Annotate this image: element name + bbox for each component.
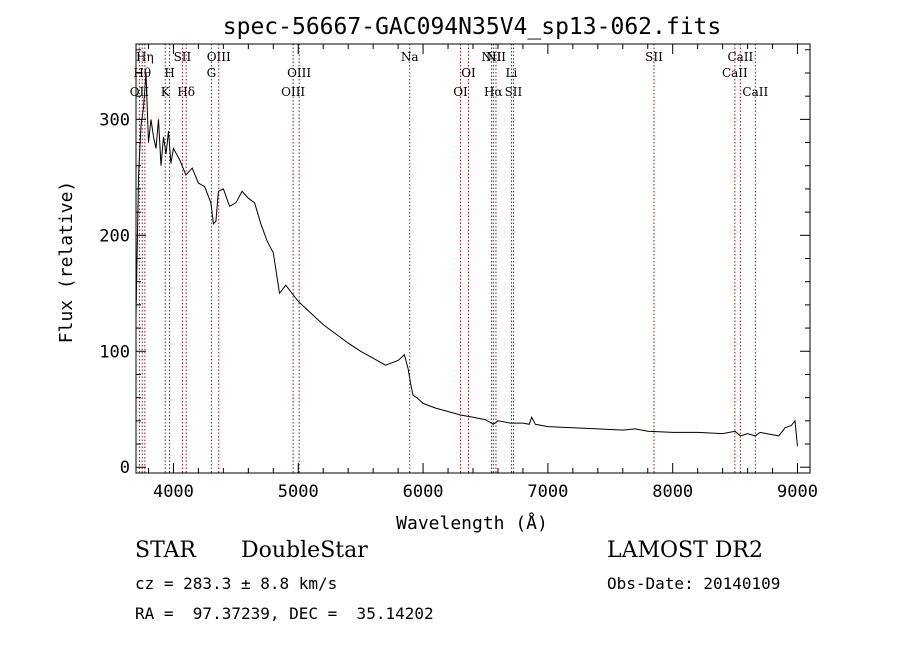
- line-marker-label: OI: [453, 85, 468, 99]
- line-marker-label: SII: [174, 50, 192, 64]
- redshift-velocity: cz = 283.3 ± 8.8 km/s: [135, 574, 338, 593]
- y-axis-ticks: 0 100 200 300: [99, 49, 810, 478]
- y-tick-label: 300: [99, 110, 130, 130]
- x-tick-label: 9000: [777, 482, 818, 502]
- line-marker-label: SII: [505, 85, 523, 99]
- x-tick-label: 7000: [527, 482, 568, 502]
- line-marker-label: OIII: [281, 85, 305, 99]
- x-axis-label: Wavelength (Å): [396, 512, 548, 534]
- line-marker-label: OIII: [207, 50, 231, 64]
- line-marker-label: Hθ: [133, 66, 151, 80]
- x-tick-label: 6000: [403, 482, 444, 502]
- spectral-line-markers: [138, 44, 756, 473]
- chart-title: spec-56667-GAC094N35V4_sp13-062.fits: [223, 14, 722, 40]
- spectrum-line: [135, 72, 798, 447]
- line-marker-label: OIII: [287, 66, 311, 80]
- line-marker-label: K: [161, 85, 171, 99]
- y-tick-label: 100: [99, 342, 130, 362]
- y-tick-label: 200: [99, 226, 130, 246]
- line-marker-label: NII: [481, 50, 501, 64]
- observation-date: Obs-Date: 20140109: [607, 574, 781, 593]
- spectral-line-labels: OIIHθHηKHSIIHδGOIIIOIIIOIIINaOIOINIIHαNI…: [130, 50, 769, 99]
- line-marker-label: NII: [486, 50, 506, 64]
- y-axis-label: Flux (relative): [56, 181, 77, 344]
- line-marker-label: G: [207, 66, 217, 80]
- x-tick-label: 4000: [153, 482, 194, 502]
- line-marker-label: H: [164, 66, 174, 80]
- line-marker-label: Hα: [484, 85, 503, 99]
- line-marker-label: CaII: [727, 50, 753, 64]
- line-marker-label: Na: [401, 50, 419, 64]
- line-marker-label: SII: [645, 50, 663, 64]
- y-tick-label: 0: [120, 458, 130, 478]
- x-tick-label: 8000: [652, 482, 693, 502]
- line-marker-label: OI: [461, 66, 476, 80]
- object-class: STAR: [135, 538, 196, 563]
- object-subclass: DoubleStar: [241, 538, 368, 563]
- line-marker-label: CaII: [742, 85, 768, 99]
- survey-label: LAMOST DR2: [607, 538, 763, 563]
- x-axis-ticks: 4000 5000 6000 7000 8000 9000: [147, 44, 818, 502]
- line-marker-label: Hδ: [177, 85, 195, 99]
- line-marker-label: Li: [506, 66, 518, 80]
- x-tick-label: 5000: [278, 482, 319, 502]
- coordinates: RA = 97.37239, DEC = 35.14202: [135, 604, 434, 623]
- line-marker-label: CaII: [722, 66, 748, 80]
- plot-frame: [135, 43, 811, 474]
- line-marker-label: Hη: [136, 50, 154, 64]
